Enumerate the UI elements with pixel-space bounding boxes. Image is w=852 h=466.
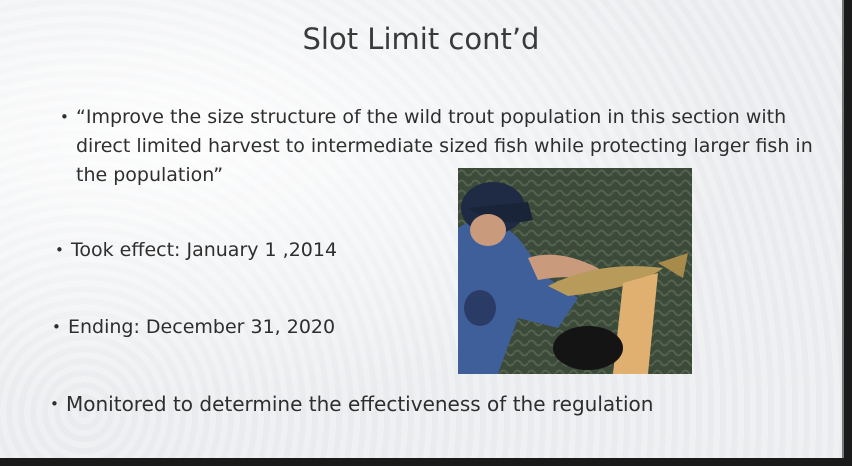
bullet: Ending: December 31, 2020 [68,313,335,342]
slide: Slot Limit cont’d “Improve the size stru… [0,0,844,458]
bullet: Monitored to determine the effectiveness… [66,390,653,419]
page: {"slide": {"title": "Slot Limit cont’d",… [0,0,852,466]
slide-title: Slot Limit cont’d [0,22,842,56]
photo [458,168,692,374]
bullet: Took effect: January 1 ,2014 [71,236,337,265]
bullet: “Improve the size structure of the wild … [76,103,836,190]
